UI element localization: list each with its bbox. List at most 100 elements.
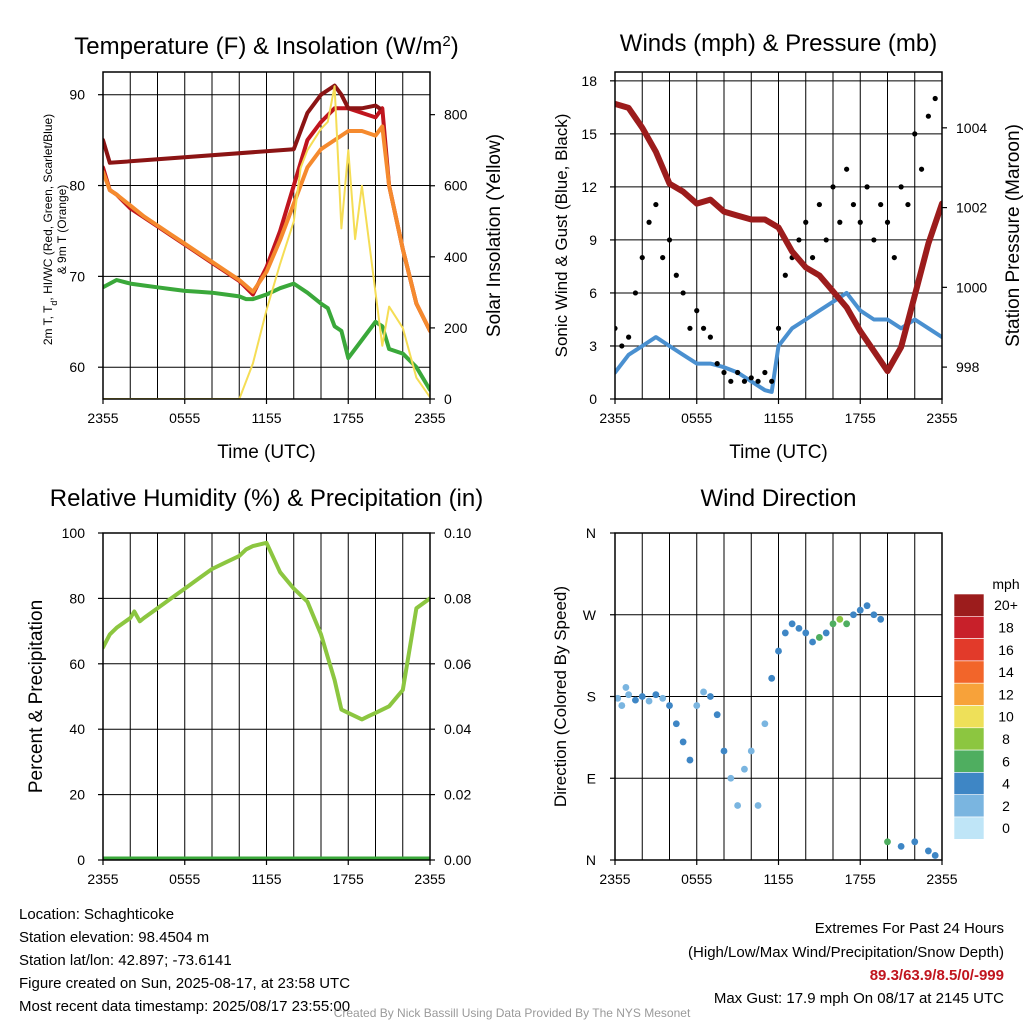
colorbar-swatch: [953, 749, 985, 773]
gust-point: [878, 201, 884, 208]
gust-point: [864, 184, 870, 190]
x-tick-label: 1755: [333, 871, 364, 887]
y-axis-title-remainder: , HI/WC (Red, Green, Scarlet/Blue): [41, 114, 55, 301]
direction-point: [672, 720, 680, 728]
direction-point: [815, 634, 823, 641]
direction-point: [775, 647, 782, 655]
gust-point: [844, 166, 850, 172]
y-tick-label: 0: [77, 852, 85, 868]
y-tick-label: 70: [69, 268, 85, 284]
colorbar-label: 18: [998, 619, 1014, 635]
direction-point: [720, 747, 728, 755]
gust-point: [762, 369, 768, 376]
extremes-subtitle: (High/Low/Max Wind/Precipitation/Snow De…: [688, 944, 1004, 961]
gust-point: [775, 325, 782, 331]
direction-point: [625, 691, 633, 699]
direction-point: [706, 693, 714, 700]
gust-point: [619, 343, 625, 349]
wind-speed-colorbar: mph 20+ 18 16 14 12 10 8 6 4 2 0: [953, 576, 1020, 840]
y-tick-label: N: [586, 525, 596, 541]
gust-point: [653, 201, 659, 208]
temperature-insolation-panel: Temperature (F) & Insolation (W/m2) 2355 0…: [41, 33, 505, 464]
direction-point: [659, 694, 667, 702]
gust-point: [700, 325, 707, 331]
y-tick-label: 3: [589, 338, 597, 354]
colorbar-swatch: [953, 816, 985, 840]
plot-data: [103, 540, 430, 860]
gust-point: [905, 201, 911, 208]
y2-axis-title: Solar Insolation (Yellow): [484, 134, 505, 337]
colorbar-swatch: [953, 705, 985, 729]
colorbar-swatch: [953, 593, 985, 617]
direction-point: [761, 720, 769, 728]
direction-point: [686, 756, 694, 764]
colorbar-swatch: [953, 772, 985, 796]
gust-point: [626, 334, 632, 340]
gust-point: [680, 290, 686, 296]
y-tick-label: S: [587, 689, 596, 705]
direction-point: [843, 620, 851, 628]
y-tick-label: 9: [589, 232, 597, 248]
y-tick-label: 80: [69, 178, 85, 194]
colorbar-label: 2: [1002, 798, 1010, 814]
y-axis-title: Direction (Colored By Speed): [551, 586, 570, 807]
location-text: Location: Schaghticoke: [19, 906, 175, 923]
max-gust-text: Max Gust: 17.9 mph On 08/17 at 2145 UTC: [713, 990, 1004, 1007]
figure-created-text: Figure created on Sun, 2025-08-17, at 23…: [19, 975, 351, 992]
winds-pressure-panel: Winds (mph) & Pressure (mb) 2355 0555 1155 1…: [552, 30, 1024, 463]
gust-point: [728, 378, 734, 384]
direction-point: [822, 629, 830, 637]
chart-title: Relative Humidity (%) & Precipitation (i…: [50, 485, 483, 512]
y-tick-label: 12: [581, 179, 597, 195]
direction-point: [638, 693, 646, 700]
y2-tick-label: 0.06: [444, 656, 471, 672]
y-tick-label: 40: [69, 721, 85, 737]
direction-point: [911, 838, 919, 846]
gust-point: [850, 201, 857, 208]
direction-point: [877, 615, 885, 623]
y-tick-label: 100: [62, 525, 86, 541]
direction-point: [754, 802, 762, 809]
direction-point: [884, 838, 891, 846]
chart-title: Winds (mph) & Pressure (mb): [620, 30, 937, 57]
y-tick-label: W: [583, 607, 597, 623]
x-tick-label: 1755: [333, 410, 364, 426]
colorbar-label: 8: [1002, 731, 1010, 747]
gust-point: [898, 184, 904, 190]
x-tick-label: 1155: [251, 871, 281, 887]
colorbar-swatch: [953, 682, 985, 706]
colorbar-label: 20+: [994, 597, 1018, 613]
x-tick-label: 1755: [845, 410, 876, 426]
y-tick-label: 60: [69, 359, 85, 375]
colorbar-swatch: [953, 615, 985, 639]
y-axis-title: Percent & Precipitation: [26, 600, 47, 793]
direction-point: [924, 847, 932, 855]
x-tick-label: 1155: [763, 871, 793, 887]
gust-point: [809, 254, 816, 261]
y2-tick-label: 0.00: [444, 852, 471, 868]
gust-point: [741, 378, 748, 384]
direction-point: [768, 674, 776, 682]
direction-point: [618, 702, 626, 709]
direction-point: [781, 629, 789, 637]
gust-point: [687, 325, 693, 331]
x-tick-label: 2355: [926, 871, 957, 887]
y2-tick-label: 0: [444, 391, 452, 407]
gust-point: [857, 219, 863, 225]
y2-tick-label: 400: [444, 249, 468, 265]
x-tick-label: 1155: [763, 410, 793, 426]
title-close-paren: ): [451, 33, 459, 60]
direction-point: [734, 802, 742, 809]
y2-tick-label: 0.04: [444, 721, 471, 737]
gust-point: [660, 254, 666, 261]
x-axis-title: Time (UTC): [217, 442, 316, 463]
direction-point: [931, 852, 939, 859]
gust-point: [632, 290, 639, 296]
gust-point: [816, 201, 822, 208]
plot-data: [103, 83, 430, 399]
colorbar-label: 0: [1002, 820, 1010, 836]
gust-point: [769, 378, 775, 384]
direction-point: [741, 765, 748, 773]
y-tick-label: 90: [69, 87, 85, 103]
gust-point: [666, 237, 673, 243]
